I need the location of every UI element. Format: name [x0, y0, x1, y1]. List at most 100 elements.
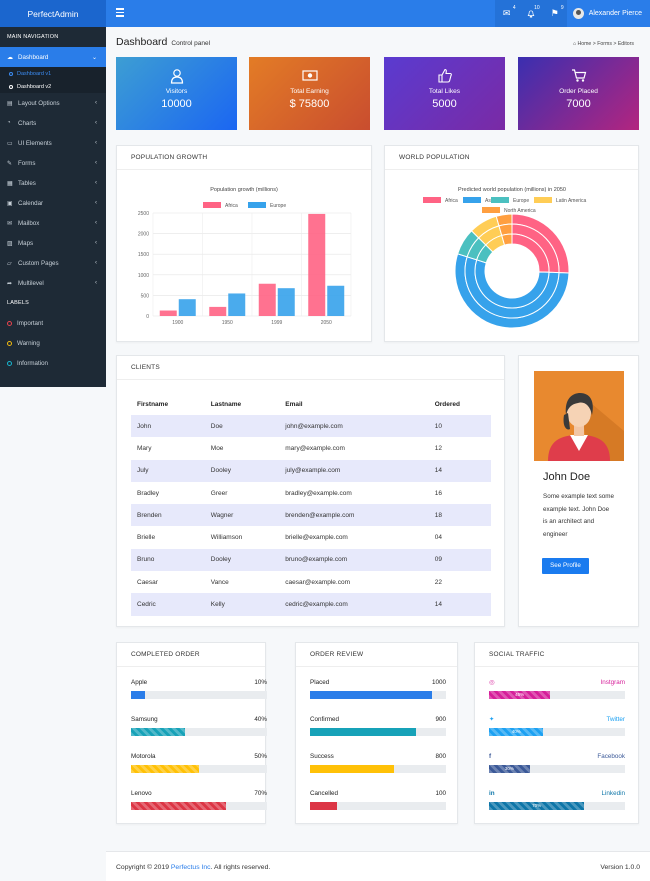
progress-bar-fill	[131, 765, 199, 773]
legend-swatch	[482, 207, 500, 213]
progress-item: Success 800	[310, 753, 446, 773]
bell-badge: 10	[534, 5, 540, 11]
table-cell: mary@example.com	[285, 444, 345, 452]
sidebar-item-label: Mailbox	[18, 219, 40, 227]
table-row[interactable]: Cedric Kelly cedric@example.com 14	[131, 593, 491, 616]
progress-bar-fill	[310, 802, 338, 810]
card-title: WORLD POPULATION	[385, 146, 638, 170]
column-header[interactable]: Lastname	[210, 400, 242, 408]
y-tick-label: 0	[146, 314, 149, 320]
menu-toggle-icon[interactable]	[116, 8, 124, 17]
progress-bar-fill	[131, 728, 186, 736]
sidebar-subitem-dashboard-v1[interactable]: Dashboard v1	[0, 67, 106, 80]
company-link[interactable]: Perfectus Inc	[170, 864, 211, 871]
stat-value: $ 75800	[289, 98, 330, 110]
flag-icon[interactable]: ⚑ 9	[550, 5, 564, 18]
profile-name: John Doe	[543, 471, 591, 483]
sidebar-item-tables[interactable]: ▦ Tables ‹	[0, 173, 106, 193]
y-tick-label: 1500	[138, 252, 149, 258]
sidebar-label-text: Information	[17, 359, 48, 367]
table-cell: 22	[434, 578, 442, 586]
sidebar-item-dashboard[interactable]: ☁ Dashboard ⌄	[0, 47, 106, 67]
progress-bar	[310, 765, 446, 773]
table-row[interactable]: Bradley Greer bradley@example.com 16	[131, 482, 491, 504]
top-right: ✉ 4 10 ⚑ 9 Alexander Pierce	[494, 0, 650, 27]
y-tick-label: 2000	[138, 232, 149, 238]
card-title: CLIENTS	[117, 356, 504, 380]
user-menu[interactable]: Alexander Pierce	[567, 8, 650, 19]
clients-table: Firstname Lastname Email Ordered John Doe…	[131, 393, 491, 616]
world-population-donut-chart: Predicted world population (millions) in…	[423, 187, 587, 329]
card-title: POPULATION GROWTH	[117, 146, 371, 170]
brand-logo[interactable]: PerfectAdmin	[0, 0, 106, 27]
progress-item: Placed 1000	[310, 679, 446, 699]
progress-value: 1000	[431, 679, 446, 686]
sidebar-item-layout-options[interactable]: ▤ Layout Options ‹	[0, 93, 106, 113]
sidebar-item-mailbox[interactable]: ✉ Mailbox ‹	[0, 213, 106, 233]
chevron-left-icon: ‹	[95, 120, 97, 126]
table-row[interactable]: Brielle Williamson brielle@example.com 04	[131, 526, 491, 548]
table-row[interactable]: Bruno Dooley bruno@example.com 09	[131, 548, 491, 572]
column-header[interactable]: Firstname	[137, 400, 169, 408]
clients-card: CLIENTS Firstname Lastname Email Ordered…	[116, 355, 505, 627]
sidebar-item-ui-elements[interactable]: ▭ UI Elements ‹	[0, 133, 106, 153]
chart-title: Predicted world population (millions) in…	[458, 187, 566, 193]
bell-icon[interactable]: 10	[519, 0, 543, 27]
table-cell: bradley@example.com	[285, 489, 352, 497]
stat-label: Visitors	[165, 88, 188, 95]
sidebar-item-label: Maps	[18, 239, 34, 247]
sidebar-label-information[interactable]: Information	[0, 353, 106, 373]
sidebar-item-charts[interactable]: ◔ Charts ‹	[0, 113, 106, 133]
table-row[interactable]: Brenden Wagner brenden@example.com 18	[131, 504, 491, 527]
progress-bar-fill	[310, 691, 433, 699]
progress-bar-fill	[131, 691, 145, 699]
mail-icon[interactable]: ✉ 4	[502, 5, 516, 18]
avatar	[572, 8, 584, 19]
sidebar-item-multilevel[interactable]: ➦ Multilevel ‹	[0, 273, 106, 293]
breadcrumb-forms[interactable]: Forms	[597, 41, 612, 47]
legend-label: Africa	[225, 203, 238, 209]
legend-swatch	[203, 202, 221, 208]
table-row[interactable]: Caesar Vance caesar@example.com 22	[131, 571, 491, 593]
sidebar-item-custom-pages[interactable]: ▱ Custom Pages ‹	[0, 253, 106, 273]
sidebar-item-label: Custom Pages	[18, 259, 59, 267]
social-item-linkedin[interactable]: in Linkedin 70%	[489, 790, 625, 810]
sidebar-item-forms[interactable]: ✎ Forms ‹	[0, 153, 106, 173]
map-icon: ▨	[7, 240, 13, 247]
table-row[interactable]: July Dooley july@example.com 14	[131, 459, 491, 482]
sidebar-item-calendar[interactable]: ▣ Calendar ‹	[0, 193, 106, 213]
table-cell: Greer	[210, 489, 228, 497]
progress-value: 10%	[254, 679, 267, 686]
bar	[277, 288, 295, 316]
x-tick-label: 1900	[172, 320, 183, 326]
sidebar-label-important[interactable]: Important	[0, 313, 106, 333]
legend-label: Europe	[270, 203, 286, 209]
progress-bar	[131, 728, 267, 736]
column-header[interactable]: Ordered	[434, 400, 460, 408]
laptop-icon: ▭	[7, 140, 13, 147]
social-item-twitter[interactable]: ✦ Twitter 40%	[489, 716, 625, 736]
table-cell: Vance	[210, 578, 229, 586]
progress-label: Lenovo	[131, 790, 152, 797]
stat-value: 5000	[432, 98, 457, 110]
see-profile-button[interactable]: See Profile	[542, 558, 589, 574]
stat-card-visitors: Visitors 10000	[116, 57, 237, 130]
social-name: Instgram	[600, 679, 626, 686]
sidebar-label-warning[interactable]: Warning	[0, 333, 106, 353]
sidebar-item-label: Charts	[18, 119, 37, 127]
sidebar-item-label: Forms	[18, 159, 36, 167]
table-cell: brenden@example.com	[279, 504, 429, 527]
progress-bar: 30%	[489, 765, 625, 773]
social-item-facebook[interactable]: f Facebook 30%	[489, 753, 625, 773]
sidebar-subitem-dashboard-v2[interactable]: Dashboard v2	[0, 80, 106, 93]
table-row[interactable]: John Doe john@example.com 10	[131, 415, 491, 438]
edit-icon: ✎	[7, 160, 13, 167]
breadcrumb-home[interactable]: Home	[577, 41, 592, 47]
home-icon: ⌂	[572, 41, 576, 47]
progress-bar: 45%	[489, 691, 625, 699]
sidebar-item-maps[interactable]: ▨ Maps ‹	[0, 233, 106, 253]
social-item-instgram[interactable]: ◎ Instgram 45%	[489, 679, 626, 699]
sidebar-item-label: Multilevel	[18, 279, 44, 287]
table-row[interactable]: Mary Moe mary@example.com 12	[131, 437, 491, 459]
column-header[interactable]: Email	[285, 400, 303, 408]
